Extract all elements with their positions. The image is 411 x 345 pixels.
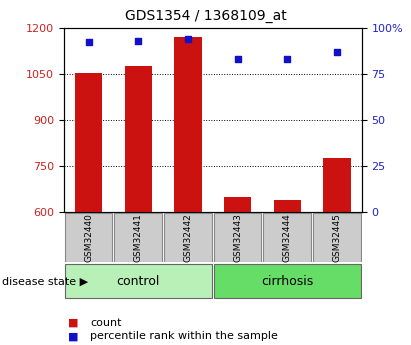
Text: count: count xyxy=(90,318,122,327)
FancyBboxPatch shape xyxy=(65,264,212,298)
Bar xyxy=(125,66,152,212)
FancyBboxPatch shape xyxy=(214,264,361,298)
Point xyxy=(85,40,92,45)
Text: percentile rank within the sample: percentile rank within the sample xyxy=(90,332,278,341)
FancyBboxPatch shape xyxy=(263,213,311,262)
FancyBboxPatch shape xyxy=(65,213,112,262)
Bar xyxy=(174,38,201,212)
Text: GSM32445: GSM32445 xyxy=(332,213,342,262)
Point xyxy=(334,49,340,55)
FancyBboxPatch shape xyxy=(164,213,212,262)
Point xyxy=(284,56,291,62)
FancyBboxPatch shape xyxy=(114,213,162,262)
Point xyxy=(185,36,191,41)
Text: GSM32443: GSM32443 xyxy=(233,213,242,262)
Text: ■: ■ xyxy=(68,318,79,327)
Text: GSM32440: GSM32440 xyxy=(84,213,93,262)
Text: GSM32441: GSM32441 xyxy=(134,213,143,262)
Text: GSM32444: GSM32444 xyxy=(283,213,292,262)
Bar xyxy=(274,200,301,212)
Point xyxy=(135,38,141,43)
Text: control: control xyxy=(116,275,160,288)
Bar xyxy=(75,73,102,212)
FancyBboxPatch shape xyxy=(313,213,361,262)
Bar xyxy=(224,197,251,212)
Text: GSM32442: GSM32442 xyxy=(183,213,192,262)
Point xyxy=(234,56,241,62)
Bar xyxy=(323,158,351,212)
Text: GDS1354 / 1368109_at: GDS1354 / 1368109_at xyxy=(125,9,286,23)
Text: cirrhosis: cirrhosis xyxy=(261,275,313,288)
FancyBboxPatch shape xyxy=(214,213,261,262)
Text: ■: ■ xyxy=(68,332,79,341)
Text: disease state ▶: disease state ▶ xyxy=(2,276,88,286)
